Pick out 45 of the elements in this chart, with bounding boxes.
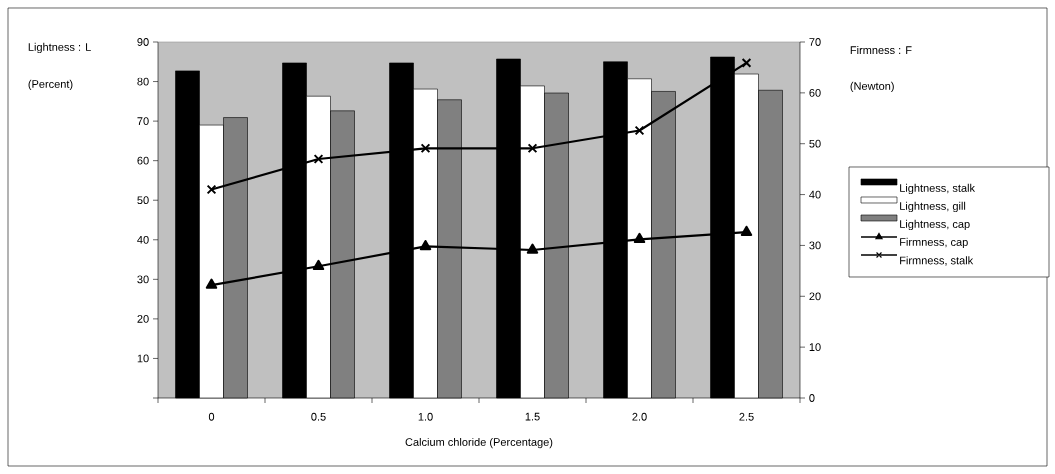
- point: [741, 57, 752, 68]
- y-tick-label: 90: [137, 38, 149, 46]
- y-tick-label: 60: [137, 156, 149, 165]
- y-tick-label: 50: [137, 196, 149, 205]
- point: [205, 278, 218, 289]
- point: [420, 143, 431, 154]
- y2-tick-label: 30: [809, 241, 821, 250]
- x-tick-label: 2.5: [739, 412, 754, 421]
- y-tick-label: 80: [137, 77, 149, 86]
- y2-tick-label: 0: [809, 394, 815, 402]
- point: [634, 125, 645, 136]
- y2-tick-label: 60: [809, 88, 821, 97]
- text: (Newton): [850, 81, 894, 93]
- point: [527, 143, 538, 154]
- y-tick-label: 30: [137, 275, 149, 284]
- x-tick-label: 0: [208, 412, 215, 421]
- y-axis-title: Lightness : L: [28, 42, 91, 54]
- y2-tick-label: 40: [809, 190, 821, 199]
- legend-label: Firmness, cap: [900, 237, 968, 249]
- point: [206, 184, 217, 195]
- y-tick-label: 20: [137, 314, 149, 323]
- x-tick-label: 0.5: [311, 412, 326, 421]
- legend-label: Lightness, cap: [900, 219, 970, 231]
- point: [633, 232, 646, 244]
- legend-label: Firmness, stalk: [900, 256, 974, 266]
- point: [313, 154, 324, 164]
- y2-axis-title: Firmness : F: [850, 45, 912, 55]
- y-tick-label: 70: [137, 117, 149, 126]
- x-tick-label: 2.0: [632, 412, 647, 421]
- y2-tick-label: 20: [809, 292, 821, 301]
- point: [312, 259, 325, 271]
- y2-tick-label: 10: [809, 343, 821, 352]
- point: [740, 225, 753, 236]
- point: [419, 239, 432, 251]
- y2-tick-label: 50: [809, 139, 821, 148]
- x-axis-title: Calcium chloride (Percentage): [405, 437, 553, 449]
- y2-tick-label: 70: [809, 38, 821, 46]
- y-tick-label: 40: [137, 235, 149, 244]
- legend-label: Lightness, stalk: [900, 183, 976, 195]
- x-tick-label: 1.5: [525, 412, 540, 421]
- text: (Percent): [28, 79, 73, 91]
- x-tick-label: 1.0: [418, 412, 433, 421]
- y-tick-label: 10: [137, 354, 149, 363]
- legend-label: Lightness, gill: [900, 201, 966, 213]
- point: [526, 243, 539, 254]
